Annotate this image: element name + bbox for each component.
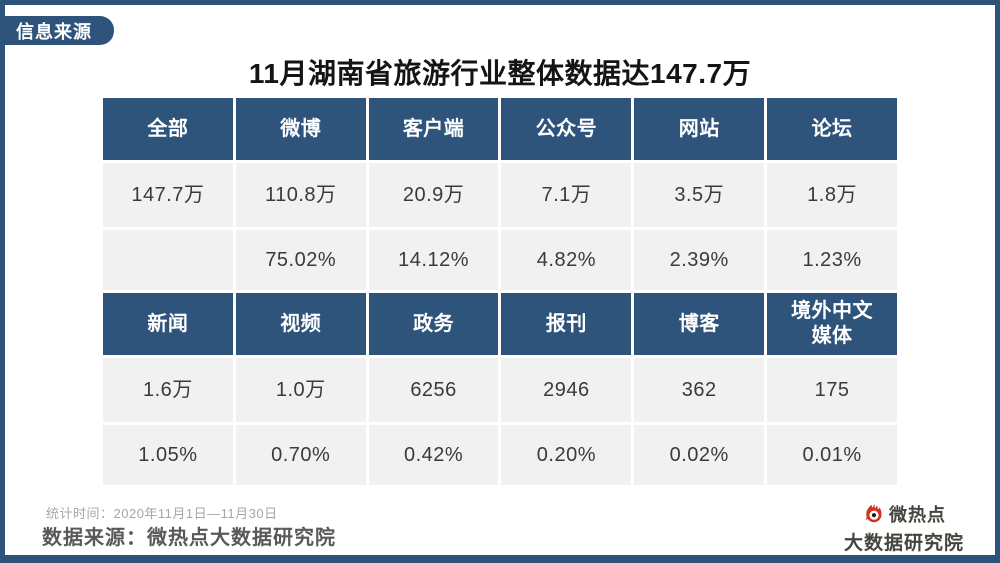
table-value-cell: 6256 — [368, 358, 499, 422]
table-header-cell: 客户端 — [368, 98, 499, 160]
logo-brand-text: 微热点 — [888, 505, 946, 525]
table-percent-cell: 14.12% — [368, 230, 499, 290]
table-header-cell: 新闻 — [103, 293, 233, 355]
brand-logo: 微热点 大数据研究院 — [844, 501, 964, 555]
table-percent-cell: 0.20% — [501, 425, 632, 485]
table-header-cell: 微博 — [235, 98, 366, 160]
table-value-cell: 1.0万 — [235, 358, 366, 422]
table-percent-cell: 0.70% — [235, 425, 366, 485]
page-title: 11月湖南省旅游行业整体数据达147.7万 — [248, 58, 752, 89]
table-percent-cell: 1.23% — [767, 230, 897, 290]
logo-subtitle-text: 大数据研究院 — [843, 533, 964, 554]
flame-eye-icon — [862, 502, 886, 526]
table-percent-cell: 0.01% — [767, 425, 897, 485]
page-border-left — [0, 0, 5, 563]
table-value-cell: 110.8万 — [235, 163, 366, 227]
stats-time-note: 统计时间：2020年11月1日—11月30日 — [46, 506, 278, 521]
data-source-note: 数据来源：微热点大数据研究院 — [42, 527, 336, 549]
info-source-tab-label: 信息来源 — [16, 21, 92, 42]
table-percent-cell — [103, 230, 233, 290]
table-header-cell: 政务 — [368, 293, 499, 355]
table-value-cell: 3.5万 — [634, 163, 765, 227]
table-value-cell: 20.9万 — [368, 163, 499, 227]
table-row-value: 147.7万 110.8万 20.9万 7.1万 3.5万 1.8万 — [103, 163, 897, 227]
table-header-cell: 境外中文媒体 — [767, 293, 897, 355]
table-percent-cell: 2.39% — [634, 230, 765, 290]
table-value-cell: 1.6万 — [103, 358, 233, 422]
table-row-header: 全部 微博 客户端 公众号 网站 论坛 — [103, 98, 897, 160]
table-header-cell: 论坛 — [767, 98, 897, 160]
table-row-header: 新闻 视频 政务 报刊 博客 境外中文媒体 — [103, 293, 897, 355]
table-value-cell: 7.1万 — [501, 163, 632, 227]
table-row-percent: 1.05% 0.70% 0.42% 0.20% 0.02% 0.01% — [103, 425, 897, 485]
page-border-top — [0, 0, 1000, 5]
table-value-cell: 147.7万 — [103, 163, 233, 227]
info-source-tab: 信息来源 — [0, 16, 114, 45]
table-header-cell: 全部 — [103, 98, 233, 160]
table-percent-cell: 1.05% — [103, 425, 233, 485]
table-value-cell: 362 — [634, 358, 765, 422]
table-row-value: 1.6万 1.0万 6256 2946 362 175 — [103, 358, 897, 422]
table-header-cell: 报刊 — [501, 293, 632, 355]
table-header-cell: 视频 — [235, 293, 366, 355]
page-border-bottom — [0, 555, 1000, 563]
table-value-cell: 2946 — [501, 358, 632, 422]
table-row-percent: 75.02% 14.12% 4.82% 2.39% 1.23% — [103, 230, 897, 290]
table-value-cell: 1.8万 — [767, 163, 897, 227]
table-percent-cell: 0.42% — [368, 425, 499, 485]
table-header-cell: 博客 — [634, 293, 765, 355]
data-table: 全部 微博 客户端 公众号 网站 论坛 147.7万 110.8万 20.9万 7.1万 3.5万 1… — [103, 98, 897, 488]
table-header-cell: 网站 — [634, 98, 765, 160]
table-percent-cell: 75.02% — [235, 230, 366, 290]
table-percent-cell: 4.82% — [501, 230, 632, 290]
table-value-cell: 175 — [767, 358, 897, 422]
table-header-cell: 公众号 — [501, 98, 632, 160]
page-border-right — [995, 0, 1000, 563]
table-percent-cell: 0.02% — [634, 425, 765, 485]
